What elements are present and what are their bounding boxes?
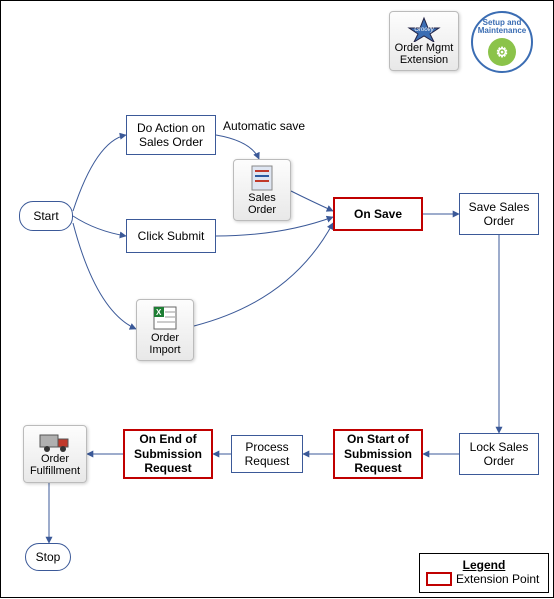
save-sales-node: Save Sales Order bbox=[459, 193, 539, 235]
spreadsheet-icon: X bbox=[151, 304, 179, 332]
start-node: Start bbox=[19, 201, 73, 231]
on-save-label: On Save bbox=[354, 207, 402, 221]
order-mgmt-label: Order Mgmt Extension bbox=[394, 42, 454, 66]
order-import-label: Order Import bbox=[141, 332, 189, 356]
legend: Legend Extension Point bbox=[419, 553, 549, 593]
order-mgmt-extension-card: Groovy Order Mgmt Extension bbox=[389, 11, 459, 71]
on-save-node: On Save bbox=[333, 197, 423, 231]
star-icon: Groovy bbox=[407, 16, 441, 42]
setup-maintenance-label: Setup and Maintenance bbox=[473, 19, 531, 35]
on-end-node: On End of Submission Request bbox=[123, 429, 213, 479]
on-end-label: On End of Submission Request bbox=[129, 432, 207, 475]
process-request-label: Process Request bbox=[236, 440, 298, 469]
click-submit-node: Click Submit bbox=[126, 219, 216, 253]
setup-maintenance-badge: Setup and Maintenance ⚙ bbox=[471, 11, 533, 73]
order-fulfillment-label: Order Fulfillment bbox=[28, 453, 82, 477]
do-action-label: Do Action on Sales Order bbox=[131, 121, 211, 150]
on-start-node: On Start of Submission Request bbox=[333, 429, 423, 479]
lock-sales-label: Lock Sales Order bbox=[464, 440, 534, 469]
document-icon bbox=[248, 164, 276, 192]
on-start-label: On Start of Submission Request bbox=[339, 432, 417, 475]
order-fulfillment-card: Order Fulfillment bbox=[23, 425, 87, 483]
diagram-canvas: Start Do Action on Sales Order Click Sub… bbox=[0, 0, 554, 598]
process-request-node: Process Request bbox=[231, 435, 303, 473]
start-label: Start bbox=[33, 209, 58, 223]
lock-sales-node: Lock Sales Order bbox=[459, 433, 539, 475]
save-sales-label: Save Sales Order bbox=[464, 200, 534, 229]
svg-text:X: X bbox=[156, 308, 162, 317]
svg-text:Groovy: Groovy bbox=[414, 27, 434, 33]
click-submit-label: Click Submit bbox=[138, 229, 205, 243]
stop-label: Stop bbox=[36, 550, 61, 564]
gear-icon: ⚙ bbox=[488, 38, 516, 66]
truck-icon bbox=[38, 431, 72, 453]
automatic-save-label: Automatic save bbox=[223, 119, 305, 133]
edges-layer bbox=[1, 1, 554, 599]
legend-item-label: Extension Point bbox=[456, 572, 539, 586]
stop-node: Stop bbox=[25, 543, 71, 571]
do-action-node: Do Action on Sales Order bbox=[126, 115, 216, 155]
sales-order-card: Sales Order bbox=[233, 159, 291, 221]
order-import-card: X Order Import bbox=[136, 299, 194, 361]
legend-title: Legend bbox=[426, 558, 542, 572]
sales-order-label: Sales Order bbox=[238, 192, 286, 216]
legend-row: Extension Point bbox=[426, 572, 542, 586]
legend-swatch bbox=[426, 572, 452, 586]
